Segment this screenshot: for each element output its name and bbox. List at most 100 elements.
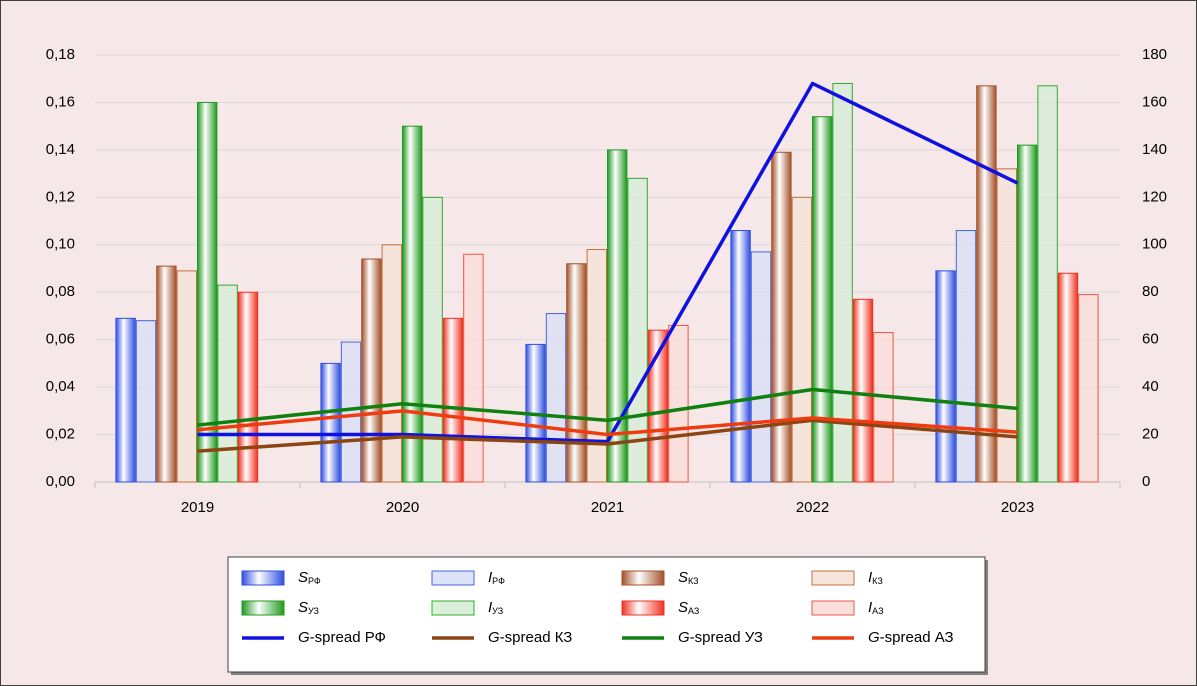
bar <box>771 151 792 483</box>
bar <box>791 196 812 483</box>
bar-tint <box>832 83 853 482</box>
bar-tint <box>956 230 976 482</box>
bar <box>1017 144 1038 483</box>
y-tick-label: 0,00 <box>46 473 75 490</box>
x-tick-label: 2019 <box>181 499 214 516</box>
bar <box>237 291 259 483</box>
bar-tint <box>463 254 484 482</box>
series-line <box>197 418 1018 453</box>
bar <box>647 329 669 483</box>
legend-label: SАЗ <box>678 599 699 616</box>
bar-tint <box>136 320 156 482</box>
bar-tint <box>341 342 361 482</box>
legend-label: IАЗ <box>868 599 884 616</box>
legend-label: IУЗ <box>488 599 503 616</box>
bar <box>1078 294 1099 483</box>
y2-tick-label: 140 <box>1142 141 1167 158</box>
bar <box>566 263 587 483</box>
legend-label: G-spread АЗ <box>868 629 954 646</box>
y-tick-label: 0,12 <box>46 188 75 205</box>
bar <box>217 284 238 483</box>
bar <box>381 244 403 483</box>
bar <box>852 298 874 483</box>
y2-tick-label: 100 <box>1142 236 1167 253</box>
bar <box>463 253 484 483</box>
bar <box>197 101 218 483</box>
legend-label: SРФ <box>298 569 321 586</box>
y-tick-label: 0,18 <box>46 46 75 63</box>
bar <box>607 149 628 483</box>
x-tick-label: 2020 <box>386 499 419 516</box>
bar <box>115 317 136 483</box>
bar <box>627 177 648 483</box>
bar <box>730 230 751 483</box>
bar <box>668 324 689 483</box>
bar-tint <box>546 313 566 482</box>
legend-swatch <box>811 600 855 616</box>
bar-tint <box>422 197 443 483</box>
bar-tint <box>627 178 648 482</box>
bar-tint <box>668 325 689 482</box>
y-tick-label: 0,02 <box>46 426 75 443</box>
y2-tick-label: 120 <box>1142 188 1167 205</box>
bar <box>955 230 977 483</box>
legend-label: G-spread УЗ <box>678 629 763 646</box>
legend-label: G-spread РФ <box>298 629 386 646</box>
legend-label: IРФ <box>488 569 505 586</box>
legend-swatch <box>621 600 665 616</box>
bar <box>935 270 956 483</box>
bar-tint <box>217 285 238 482</box>
y-tick-label: 0,10 <box>46 236 75 253</box>
bar <box>976 85 997 483</box>
bar <box>996 168 1017 483</box>
bar-tint <box>873 332 894 482</box>
y2-tick-label: 180 <box>1142 46 1167 63</box>
legend-box <box>227 556 986 673</box>
bar <box>135 320 157 483</box>
bar <box>340 341 362 483</box>
bar <box>586 249 607 483</box>
bar <box>1057 272 1079 483</box>
bar-tint <box>177 270 197 482</box>
y-tick-label: 0,16 <box>46 93 75 110</box>
legend-swatch <box>241 600 285 616</box>
bar-tint <box>997 168 1017 482</box>
legend-swatch <box>431 570 475 586</box>
bar-tint <box>587 249 607 482</box>
bar <box>320 362 341 483</box>
y2-tick-label: 160 <box>1142 93 1167 110</box>
legend-label: SКЗ <box>678 569 699 586</box>
bar <box>361 258 382 483</box>
x-tick-label: 2022 <box>796 499 829 516</box>
bar-tint <box>751 251 771 482</box>
y2-tick-label: 40 <box>1142 378 1159 395</box>
legend-label: IКЗ <box>868 569 883 586</box>
bar <box>402 125 423 483</box>
bar <box>156 265 177 483</box>
bar-tint <box>1037 85 1058 482</box>
y2-tick-label: 60 <box>1142 331 1159 348</box>
bar <box>422 196 443 483</box>
series-line <box>197 387 1018 427</box>
bar <box>812 116 833 483</box>
legend-label: G-spread КЗ <box>488 629 572 646</box>
bar-tint <box>792 197 812 483</box>
y-tick-label: 0,08 <box>46 283 75 300</box>
legend-label: SУЗ <box>298 599 319 616</box>
series-line <box>197 81 1019 444</box>
series-line <box>197 409 1018 437</box>
bar <box>442 317 464 483</box>
y2-tick-label: 0 <box>1142 473 1150 490</box>
legend-swatch <box>621 570 665 586</box>
bar <box>832 82 853 483</box>
bar-tint <box>382 244 402 482</box>
x-tick-label: 2023 <box>1001 499 1034 516</box>
bar <box>1037 85 1058 483</box>
bar <box>176 270 198 483</box>
bar <box>873 332 894 483</box>
x-tick-label: 2021 <box>591 499 624 516</box>
legend-swatch <box>241 570 285 586</box>
y-tick-label: 0,04 <box>46 378 75 395</box>
y2-tick-label: 80 <box>1142 283 1159 300</box>
